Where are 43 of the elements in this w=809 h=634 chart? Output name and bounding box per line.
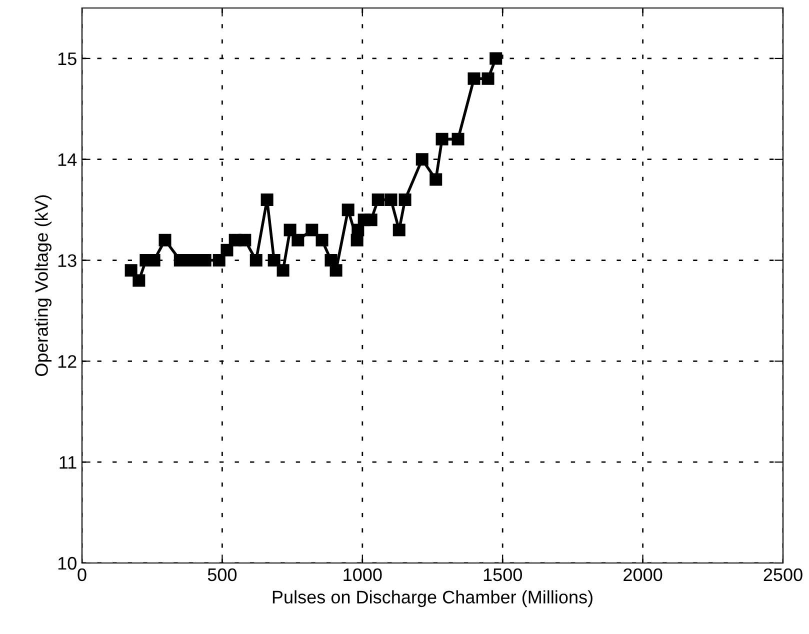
point bbox=[452, 132, 464, 146]
x-tick-label: 1000 bbox=[344, 568, 382, 582]
point bbox=[306, 224, 318, 236]
point bbox=[212, 254, 226, 267]
point bbox=[250, 254, 262, 267]
point bbox=[238, 234, 252, 246]
point bbox=[392, 224, 406, 236]
point bbox=[292, 234, 304, 246]
point bbox=[430, 173, 442, 186]
point bbox=[468, 72, 480, 85]
point bbox=[260, 193, 274, 206]
y-tick-label: 15 bbox=[58, 52, 76, 66]
x-axis-title: Pulses on Discharge Chamber (Millions) bbox=[272, 590, 592, 608]
point bbox=[490, 52, 502, 65]
point bbox=[342, 204, 354, 216]
x-tick-label: 2000 bbox=[624, 568, 662, 582]
point bbox=[364, 214, 378, 226]
y-tick-label: 10 bbox=[58, 556, 76, 570]
point bbox=[316, 234, 328, 246]
point bbox=[268, 254, 280, 267]
x-tick-label: 500 bbox=[208, 568, 237, 582]
y-tick-label: 14 bbox=[58, 153, 77, 166]
y-tick-label: 11 bbox=[60, 456, 76, 469]
point bbox=[158, 234, 172, 246]
point bbox=[330, 264, 342, 277]
x-tick-label: 1500 bbox=[484, 568, 522, 582]
y-tick-label: 13 bbox=[58, 254, 76, 267]
point bbox=[398, 193, 412, 206]
x-tick-label: 0 bbox=[78, 568, 86, 582]
point bbox=[352, 224, 364, 236]
x-tick-label: 2500 bbox=[764, 568, 802, 582]
point bbox=[276, 264, 290, 277]
point bbox=[372, 193, 384, 206]
point bbox=[482, 72, 494, 85]
point bbox=[384, 193, 398, 206]
point bbox=[284, 224, 296, 236]
point bbox=[416, 153, 428, 166]
point bbox=[132, 274, 146, 287]
y-tick-label: 12 bbox=[58, 355, 76, 368]
point bbox=[220, 244, 234, 256]
point bbox=[436, 132, 448, 146]
point bbox=[124, 264, 138, 277]
y-axis-title: Operating Voltage (kV) bbox=[34, 195, 52, 376]
